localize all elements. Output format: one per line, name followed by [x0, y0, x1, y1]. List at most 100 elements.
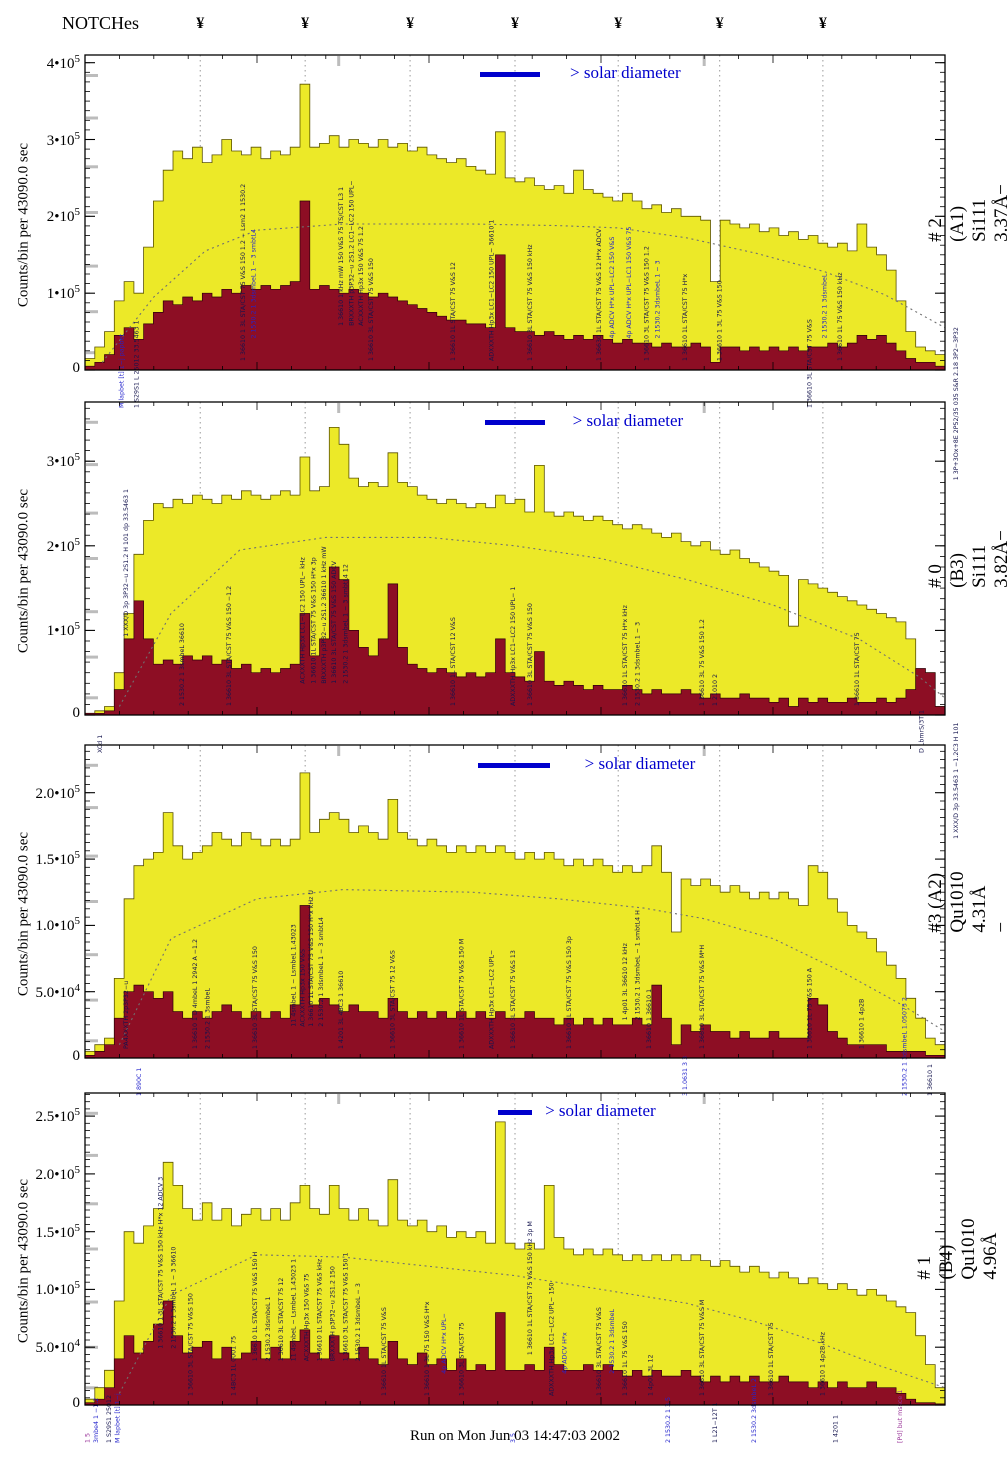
annotation-text: 1 36610 1L STA/CST 75	[768, 1322, 775, 1396]
annotation-text: ADXXXTH Hp3x LC1−LC2 UPL− 150	[549, 1283, 556, 1396]
notch-marker-4: ¥	[614, 15, 623, 32]
annotation-text: 2 1530.2 1 3dsmbeL	[821, 273, 828, 338]
annotation-text: 2 1530.2 1 3smbeL 1 − 3 36610	[170, 1247, 177, 1349]
annotation-text: 4p ADCV H*x UPL−LC2 150 V&S	[609, 237, 616, 339]
y-tick-label: 1.0•105	[35, 1279, 80, 1299]
annotation-text: 1 36610 1L 75 V&S 150	[622, 1321, 629, 1396]
annotation-text: 1 36610 3L STA/CST 75 V&S 150 kHz	[527, 244, 534, 361]
annotation-text: 2 1530.2 3dsmbeL 2	[751, 1378, 758, 1443]
annotation-text: 1 890C 1	[136, 1068, 143, 1096]
annotation-text: 1 36610 3L STA/CST 75 V&S 150	[368, 258, 375, 361]
y-tick-label: 2•105	[46, 535, 80, 555]
solar-diameter-label-panel-0: > solar diameter	[570, 63, 681, 82]
annotation-text: 2 1530.2 1 3dsmbeL	[609, 1308, 616, 1373]
y-tick-label: 1.0•105	[35, 915, 80, 935]
channel-label-panel-3: # 1 (B4) Qu1010 4.96Å − 6.09Å	[914, 1218, 1008, 1280]
annotation-text: 1 4201 3L 4BC3 1 36610	[338, 971, 345, 1049]
annotation-text: 1 36610 1L 75 V&S 150 kHz	[837, 272, 844, 361]
y-axis-label-panel-3: Counts/bin per 43090.0 sec	[15, 1178, 32, 1344]
annotation-text: 1 36610 3L STA/CST 75 V&S	[807, 319, 814, 408]
annotation-text: BRXXXTH p3P32−u 2S1.2 36610 1 kHz mW	[321, 546, 328, 684]
annotation-text: 1 36610 1L STA/CST 75 V&S 12	[450, 262, 457, 361]
y-tick-label: 4•105	[46, 52, 80, 72]
notch-marker-6: ¥	[818, 15, 827, 32]
annotation-text: 3mbe4 1 −1.2	[93, 1398, 100, 1443]
annotation-text: 1 36610 1 kHz mW 150 V&S 75 TS/CST L3 1	[338, 187, 345, 326]
y-axis-label-panel-2: Counts/bin per 43090.0 sec	[15, 831, 32, 996]
annotation-text: 1 36610 3L STA/CST 75 V&S M	[699, 1300, 706, 1396]
annotation-text: 1 36610 1L STA/CST 75 V&S 150 kHz 3p M	[527, 1221, 534, 1355]
y-tick-label: 5.0•104	[35, 981, 80, 1001]
annotation-text: 2 1530.2 3dsmbeL 1 − 3	[655, 260, 662, 338]
annotation-text: 2 1530.2 1 3dsmbeL 1 − 3 smbtL4	[318, 917, 325, 1027]
annotation-text: 1 36610 1 3L 75 150 V&S H*x	[424, 1301, 431, 1396]
annotation-text: BRXXXTH p3P32−u 2S1.2 LC1−LC2 150 UPL−	[348, 180, 355, 326]
notches-label: NOTCHes	[62, 13, 139, 33]
annotation-text: 1 36610 3L STA/CST 75 V&S 150 ADCV	[331, 560, 338, 683]
annotation-text: 1 36610 1 4p2B kHz	[820, 1331, 827, 1396]
y-tick-label: 2.0•105	[35, 1163, 80, 1183]
annotation-text: 1 36610 3L STA/CST 75 V&S 13	[510, 950, 517, 1049]
annotation-text: 2 1530.2 1 3dsmbeL 1 − 3 smbtL4 12	[342, 564, 349, 684]
annotation-text: 1 36610 3L 75 V&S 150 1.2	[699, 619, 706, 706]
y-tick-label: 1.5•105	[35, 849, 80, 869]
y-tick-label: 2.0•105	[35, 782, 80, 802]
annotation-text: 1 36610 3L STA/CST 75 V&S 150	[252, 946, 259, 1049]
annotation-text: 1 36610 1L STA/CST 75 V&S 150 3p	[566, 936, 573, 1049]
annotation-text: BRXXXTH p3P32−u 2S1.2 150	[329, 1266, 336, 1361]
darkred-histogram-panel-3	[84, 1300, 946, 1406]
annotation-text: 1 36610 1L STA/CST 75 V&S 150 H*x kHz U	[308, 890, 315, 1027]
darkred-histogram-panel-0	[84, 200, 946, 371]
notch-marker-5: ¥	[715, 15, 724, 32]
notch-marker-3: ¥	[511, 15, 519, 32]
annotation-text: XCd 1	[97, 735, 104, 753]
annotation-text: 1 36610 3L STA/CST 75 V&S 150	[188, 1293, 195, 1396]
annotation-text: 3 5	[510, 1433, 517, 1443]
annotation-text: 1 36610 1L STA/CST 75 H*x kHz	[622, 604, 629, 706]
annotation-text: M lapbet [t] 1−j	[114, 1393, 121, 1443]
y-tick-label: 0	[72, 360, 81, 376]
annotation-text: 1 36610 1L STA/CST 12 V&S	[450, 617, 457, 706]
annotation-text: 1 S29S1 25012	[106, 1395, 113, 1443]
notch-marker-1: ¥	[301, 15, 310, 32]
annotation-text: 1 36610 1L STA/CST 75 V&S kHz	[317, 1258, 324, 1361]
annotation-text: 2 1530.2 1 3dsmbeL − 1 smbtL4 H	[635, 910, 642, 1021]
solar-diameter-label-panel-3: > solar diameter	[545, 1101, 656, 1120]
annotation-text: 2 1530.2 1 3dsmbeL − 3	[355, 1283, 362, 1361]
annotation-text: PA4XXXTH 2p3P32−u	[123, 981, 130, 1049]
annotation-text: 1 5	[84, 1433, 91, 1443]
annotation-text: 1 36610 3L STA/CST 75 12 V&S	[390, 950, 397, 1049]
annotation-text: 1 S29S1 L 25012 33.5463 1	[133, 320, 140, 408]
annotation-text: 1 36610 3L STA/CST 75 V&S M*H	[699, 945, 706, 1049]
annotation-text: 3 1.0631 3 3	[682, 1056, 689, 1096]
annotation-text: M lapbet [t] 1−j papbet	[119, 333, 126, 408]
solar-diameter-bar-panel-1	[484, 420, 546, 425]
annotation-text: ADXXXTH Hp3x LC1−LC2 150 UPL− 1	[510, 587, 517, 706]
y-tick-label: 0	[72, 705, 81, 721]
annotation-text: 2 1530.2 1 3 5	[665, 1397, 672, 1443]
channel-label-panel-2: #3 (A2) Qu1010 4.31Å − 4.89Å	[925, 870, 1008, 933]
annotation-text: 1 36610 1 3L 75 V&S 150	[716, 280, 723, 361]
darkred-histogram-panel-1	[84, 566, 946, 716]
annotation-text: 1 36630 1L STA/CST 75 V&S 12 H*x ADCV	[596, 228, 603, 361]
annotation-text: 1 XXX/D 3p 3P32−u 2S1.2 H 101 dp 33.5463…	[123, 489, 130, 637]
annotation-text: 1 36610 1L STA/CST 75	[854, 632, 861, 706]
annotation-text: 1 4p01 3L 12	[648, 1354, 655, 1396]
channel-label-panel-1: # 0 (B3) Si111 3.82Å− 4.33Å	[925, 529, 1008, 588]
annotation-text: 1 4BC3 1L 0001 75	[231, 1336, 238, 1396]
annotation-text: 1 36610 3L STA/CST 75 V&S	[596, 1307, 603, 1396]
annotation-text: 1 36610 3L STA/CST 75 V&S 150 1.2	[643, 246, 650, 361]
annotation-text: 1 21010 2	[712, 674, 719, 706]
annotation-text: 1 36610 1 3L STA/CST 75 V&S 150 kHz H*x …	[157, 1177, 164, 1349]
annotation-text: 11 4smbeL 1 − LsmbeL 1.43023	[291, 924, 298, 1026]
annotation-text: 2 1530.2 1 3smbeL	[205, 988, 212, 1049]
y-axis-label-panel-0: Counts/bin per 43090.0 sec	[15, 142, 32, 307]
annotation-text: ACXXXTH Hp3x LC1−LC2 150 UPL− kHz	[299, 557, 306, 684]
annotation-text: 1 4201 1	[833, 1415, 840, 1443]
solar-diameter-label-panel-1: > solar diameter	[572, 411, 684, 430]
annotation-text: 1 3P+3Ox+8E 2P52/35 035 S&R 2.18 3P2−3P3…	[953, 327, 960, 480]
solar-diameter-label-panel-2: > solar diameter	[584, 754, 696, 773]
run-timestamp-label: Run on Mon Jun 03 14:47:03 2002	[409, 1428, 620, 1444]
annotation-text: 1 36610 1L STA/CST 75 V&S	[381, 1307, 388, 1396]
